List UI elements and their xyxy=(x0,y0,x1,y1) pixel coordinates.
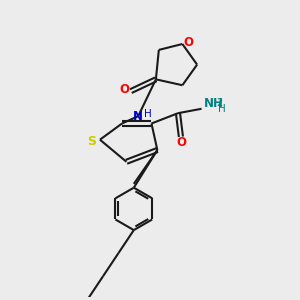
Text: 2: 2 xyxy=(216,98,223,109)
Text: H: H xyxy=(218,104,226,114)
Text: N: N xyxy=(133,110,142,123)
Text: H: H xyxy=(144,109,152,119)
Text: NH: NH xyxy=(204,97,224,110)
Text: O: O xyxy=(176,136,186,149)
Text: O: O xyxy=(119,83,129,96)
Text: S: S xyxy=(87,135,96,148)
Text: O: O xyxy=(184,36,194,49)
